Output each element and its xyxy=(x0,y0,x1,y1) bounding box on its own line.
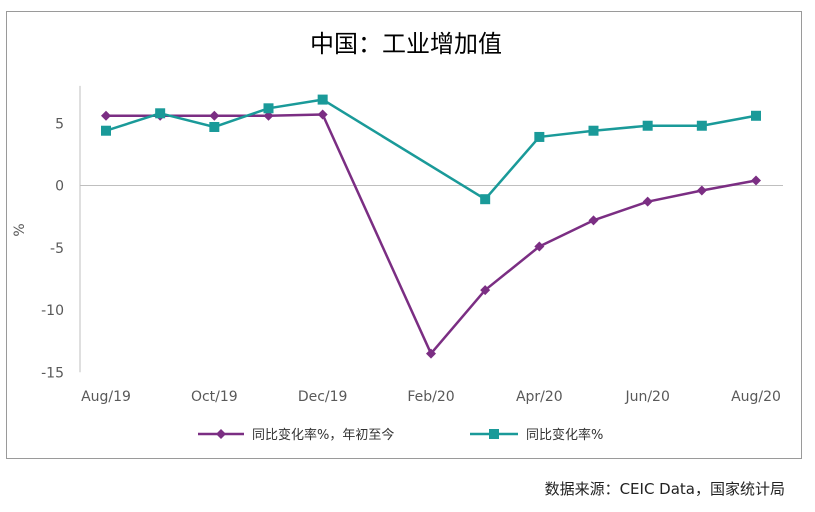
data-point-square xyxy=(155,108,166,119)
data-point-square xyxy=(317,94,328,105)
series-layer xyxy=(101,94,761,359)
chart-frame xyxy=(6,11,802,459)
y-axis-label: % xyxy=(12,223,28,236)
data-point-square xyxy=(209,121,220,132)
x-tick-label: Dec/19 xyxy=(298,389,348,405)
x-tick-label: Aug/19 xyxy=(81,389,131,405)
legend-item-yoy: 同比变化率% xyxy=(470,427,603,443)
data-point-diamond xyxy=(642,196,653,207)
legend-label-yoy: 同比变化率% xyxy=(526,427,603,443)
data-point-square xyxy=(642,120,653,131)
data-point-square xyxy=(263,103,274,114)
y-tick-label: -5 xyxy=(50,241,64,257)
x-tick-labels: Aug/19 Oct/19 Dec/19 Feb/20 Apr/20 Jun/20 Aug/… xyxy=(81,389,781,405)
x-tick-label: Apr/20 xyxy=(516,389,563,405)
legend-marker-diamond xyxy=(216,429,226,439)
data-point-diamond xyxy=(317,109,328,120)
legend: 同比变化率%，年初至今 同比变化率% xyxy=(198,427,603,443)
y-tick-labels: 5 0 -5 -10 -15 xyxy=(41,116,64,381)
series-1 xyxy=(101,94,761,205)
y-tick-label: -10 xyxy=(41,303,64,319)
data-point-diamond xyxy=(696,185,707,196)
legend-item-ytd: 同比变化率%，年初至今 xyxy=(198,427,394,443)
data-point-diamond xyxy=(588,215,599,226)
source-note: 数据来源：CEIC Data，国家统计局 xyxy=(545,480,785,498)
chart-title: 中国：工业增加值 xyxy=(310,30,502,58)
data-point-diamond xyxy=(426,348,436,359)
series-line xyxy=(106,113,757,355)
data-point-diamond xyxy=(534,241,545,252)
data-point-square xyxy=(101,125,111,136)
data-point-diamond xyxy=(209,110,220,121)
data-point-diamond xyxy=(751,175,761,186)
data-point-square xyxy=(588,125,599,136)
data-point-square xyxy=(534,131,545,142)
x-tick-label: Jun/20 xyxy=(624,389,669,405)
legend-label-ytd: 同比变化率%，年初至今 xyxy=(252,427,394,443)
y-tick-label: -15 xyxy=(41,365,64,381)
y-tick-label: 5 xyxy=(55,116,64,132)
y-tick-label: 0 xyxy=(55,179,64,195)
x-tick-label: Feb/20 xyxy=(407,389,454,405)
x-tick-label: Oct/19 xyxy=(191,389,238,405)
series-0 xyxy=(101,109,761,359)
legend-marker-square xyxy=(489,429,499,439)
data-point-square xyxy=(480,194,491,205)
data-point-square xyxy=(751,110,761,121)
axes xyxy=(79,85,783,373)
data-point-diamond xyxy=(101,110,111,121)
data-point-square xyxy=(696,120,707,131)
data-point-diamond xyxy=(480,285,491,296)
x-tick-label: Aug/20 xyxy=(731,389,781,405)
